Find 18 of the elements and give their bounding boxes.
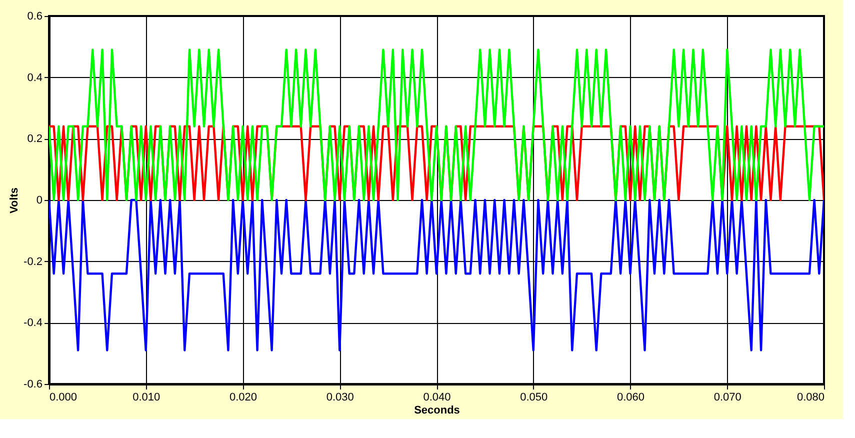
x-tick-label: 0.020 — [229, 392, 258, 404]
y-tick-label: 0.4 — [27, 72, 42, 84]
x-tick-label: 0.030 — [326, 392, 354, 404]
x-axis-title: Seconds — [414, 404, 460, 416]
y-axis-title: Volts — [8, 187, 21, 214]
x-tick-label: 0.010 — [132, 392, 160, 404]
y-tick-label: -0.2 — [24, 256, 42, 268]
x-tick-label: 0.050 — [520, 392, 548, 404]
x-tick-label: 0.070 — [714, 392, 742, 404]
y-tick-label: 0.2 — [27, 133, 42, 146]
x-tick-label: 0.040 — [423, 392, 451, 404]
y-tick-label: -0.6 — [24, 378, 42, 390]
y-tick-label: 0.6 — [27, 10, 42, 22]
x-tick-label: 0.060 — [616, 392, 645, 404]
y-tick-label: -0.4 — [24, 317, 42, 330]
x-tick-label: 0.080 — [796, 392, 824, 404]
x-tick-label: 0.000 — [50, 392, 78, 404]
y-tick-label: 0 — [36, 194, 42, 206]
